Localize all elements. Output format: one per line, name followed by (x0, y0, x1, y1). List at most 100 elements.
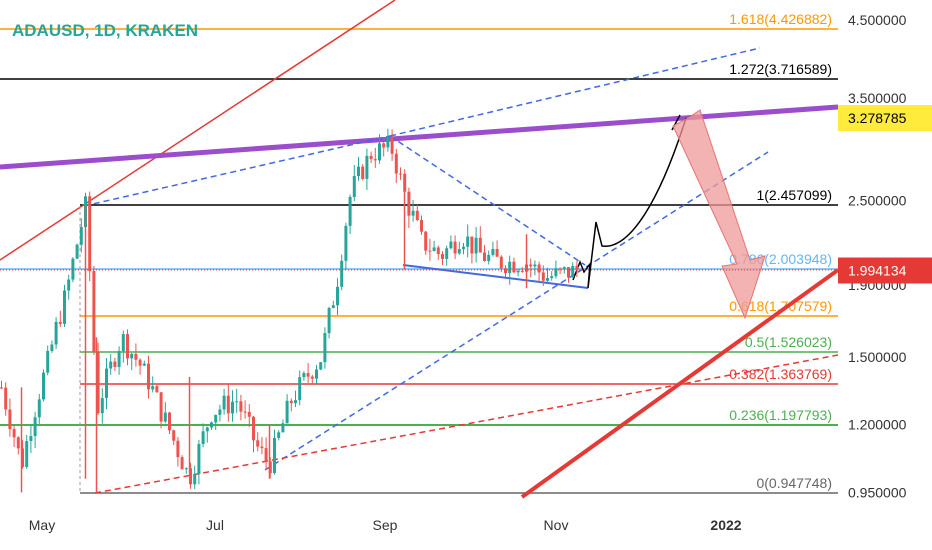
candle-body (252, 416, 255, 441)
candle-body (151, 386, 155, 390)
red-long-trendline (520, 268, 840, 499)
candle-body (231, 401, 234, 414)
candle-body (516, 270, 520, 273)
fib-level-label: 0.382(1.363769) (729, 366, 832, 382)
candle-body (541, 272, 545, 281)
y-tick-label: 3.500000 (848, 90, 907, 106)
candle-body (352, 176, 356, 197)
red-dashed-support (94, 354, 839, 494)
candle-body (508, 261, 512, 274)
candle-body (222, 395, 226, 410)
candle-body (415, 210, 419, 221)
candle-body (411, 210, 415, 216)
candle-body (571, 265, 575, 278)
triangle-lower-line (402, 264, 589, 289)
candle-body (147, 363, 150, 390)
candle-body (340, 260, 344, 287)
candle-body (176, 440, 180, 458)
candle-body (319, 362, 323, 370)
candle-body (399, 173, 402, 175)
candle-body (247, 411, 251, 417)
fib-level-label: 0.236(1.197793) (729, 407, 832, 423)
candle-body (306, 373, 310, 377)
candle-body (365, 155, 369, 179)
y-axis-ticks: 4.5000003.5000002.5000001.9000001.500000… (848, 12, 907, 500)
candle-body (105, 368, 108, 399)
candle-body (46, 350, 50, 373)
x-axis-ticks: May Jul Sep Nov 2022 (29, 517, 742, 533)
candle-body (420, 220, 423, 232)
candle-body (499, 256, 503, 269)
fib-level-label: 0.5(1.526023) (745, 334, 832, 350)
candle-body (58, 321, 62, 324)
candle-body (264, 448, 268, 462)
candle-body (226, 395, 230, 414)
candle-body (327, 308, 331, 334)
candle-body (478, 237, 482, 253)
candle-body (33, 417, 37, 437)
candles (0, 128, 579, 493)
candle-body (315, 369, 318, 379)
candle-body (205, 427, 209, 432)
candle-body (424, 231, 428, 251)
price-axis[interactable] (838, 0, 932, 510)
candle-body (323, 333, 327, 363)
triangle-upper-line (389, 135, 586, 266)
candle-body (126, 334, 129, 359)
candle-body (512, 261, 516, 273)
candle-body (113, 361, 117, 367)
candle-body (201, 431, 205, 444)
candle-body (567, 267, 570, 278)
candle-body (130, 353, 134, 359)
candle-body (432, 247, 436, 251)
candle-body (79, 227, 83, 245)
candle-body (12, 429, 16, 438)
x-tick-label: Nov (544, 517, 569, 533)
candle-body (184, 468, 188, 470)
candle-body (336, 286, 339, 306)
candle-body (491, 248, 495, 255)
candle-body (470, 236, 474, 254)
candle-body (88, 196, 92, 271)
candle-body (121, 334, 125, 352)
candle-body (239, 401, 243, 412)
candle-body (243, 411, 247, 413)
candle-body (298, 377, 302, 401)
candle-body (189, 468, 192, 485)
candle-body (466, 236, 470, 247)
candle-body (294, 400, 297, 404)
candle-body (256, 440, 260, 447)
candle-body (310, 376, 314, 379)
candle-body (42, 372, 45, 400)
candle-body (403, 173, 407, 192)
candle-body (520, 270, 524, 272)
red-trendline-upper (0, 0, 396, 261)
candle-body (348, 196, 352, 226)
candle-body (8, 409, 12, 430)
projected-drop-arrow (672, 109, 766, 320)
candle-body (277, 432, 281, 438)
x-tick-label: May (29, 517, 55, 533)
candle-body (155, 386, 159, 393)
candle-body (235, 401, 239, 403)
candle-body (369, 155, 373, 160)
candle-body (462, 246, 465, 250)
candle-body (197, 443, 201, 475)
candle-body (210, 422, 213, 428)
candle-body (134, 353, 138, 360)
candle-body (180, 457, 184, 470)
candle-body (390, 136, 394, 154)
blue-channel-upper-right (389, 47, 761, 137)
price-badge (838, 105, 932, 131)
candle-body (172, 430, 176, 441)
candle-body (302, 373, 306, 378)
fib-level-label: 1.618(4.426882) (729, 11, 832, 27)
fib-level-label: 0(0.947748) (756, 475, 832, 491)
candle-body (16, 437, 20, 449)
candle-body (138, 359, 142, 366)
candle-body (281, 423, 285, 433)
candle-body (193, 474, 197, 485)
candle-body (394, 153, 398, 174)
price-badge-label: 1.994134 (848, 263, 907, 279)
